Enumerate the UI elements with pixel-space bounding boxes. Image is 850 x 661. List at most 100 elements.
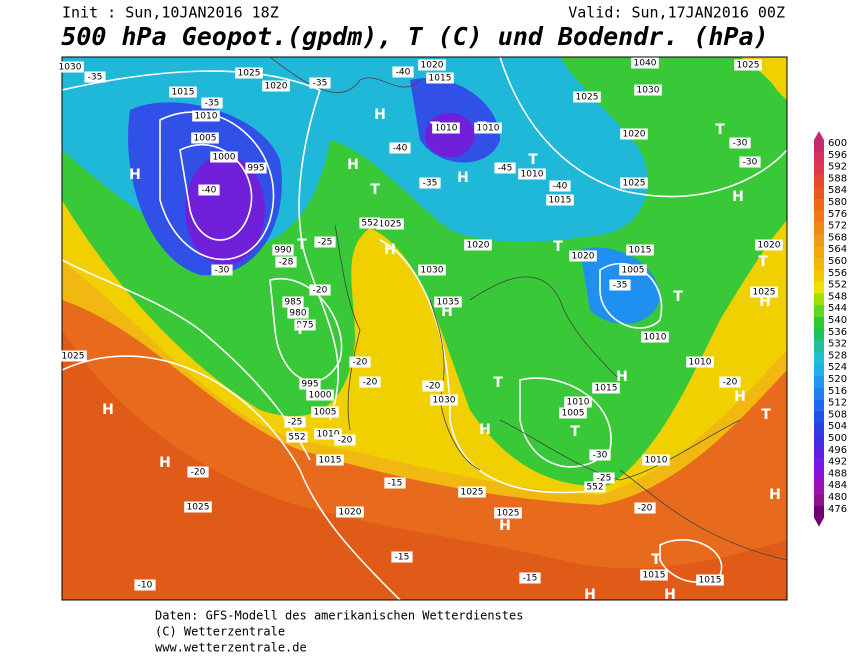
contour-label: 1020	[758, 241, 781, 251]
contour-label: 1025	[238, 69, 261, 79]
contour-label: 1040	[634, 59, 657, 69]
label-box	[620, 128, 648, 140]
label-box	[434, 296, 462, 308]
label-box	[314, 428, 342, 440]
contour-label: -15	[523, 574, 538, 584]
contour-label: 1025	[461, 488, 484, 498]
contour-label: 1025	[187, 503, 210, 513]
color-bar-cell	[814, 317, 824, 330]
label-box	[187, 466, 209, 478]
contour-label: 1010	[644, 333, 667, 343]
pressure-center: H	[584, 587, 596, 603]
pressure-center: T	[297, 237, 307, 253]
color-bar-label: 520	[828, 374, 847, 385]
footer-line: www.wetterzentrale.de	[155, 641, 307, 655]
label-box	[287, 307, 309, 319]
contour-label: -20	[191, 468, 206, 478]
contour-label: 995	[301, 380, 318, 390]
color-bar-cell	[814, 411, 824, 424]
color-bar-label: 560	[828, 256, 847, 267]
contour-label: 552	[288, 433, 305, 443]
pressure-center: T	[493, 375, 503, 391]
contour-label: -15	[388, 479, 403, 489]
label-box	[569, 250, 597, 262]
pressure-center: H	[384, 242, 396, 258]
color-bar-arrow	[814, 517, 824, 527]
label-box	[734, 59, 762, 71]
color-bar-label: 596	[828, 150, 847, 161]
pressure-center: T	[758, 254, 768, 270]
pressure-center: H	[664, 587, 676, 603]
label-box	[309, 284, 331, 296]
pressure-center: H	[616, 369, 628, 385]
contour-label: 1005	[194, 134, 217, 144]
color-bar-cell	[814, 151, 824, 164]
label-box	[589, 449, 611, 461]
contour-label: -30	[733, 139, 748, 149]
color-bar-label: 508	[828, 409, 847, 420]
contour-label: 1015	[429, 74, 452, 84]
label-box	[294, 319, 316, 331]
map-labels: 1030102510201015101010051000995990985980…	[56, 57, 783, 603]
contour-label: 1030	[59, 63, 82, 73]
color-bar-cell	[814, 423, 824, 436]
pressure-center: T	[370, 182, 380, 198]
pressure-center: T	[715, 122, 725, 138]
color-bar-label: 500	[828, 433, 847, 444]
label-box	[739, 156, 761, 168]
color-bar-label: 488	[828, 468, 847, 479]
pressure-center: H	[769, 487, 781, 503]
label-box	[686, 356, 714, 368]
label-box	[245, 162, 267, 174]
label-box	[359, 217, 381, 229]
pressure-center: T	[651, 552, 661, 568]
label-box	[134, 579, 156, 591]
label-box	[634, 502, 656, 514]
contour-label: 1015	[319, 456, 342, 466]
pressure-center: T	[528, 152, 538, 168]
contour-label: 1015	[549, 196, 572, 206]
pressure-center: H	[479, 422, 491, 438]
label-box	[192, 110, 220, 122]
contour-label: 995	[247, 164, 264, 174]
color-bar-cell	[814, 458, 824, 471]
pressure-center: H	[347, 157, 359, 173]
contour-label: 1025	[497, 509, 520, 519]
label-box	[518, 168, 546, 180]
contour-label: 1010	[645, 456, 668, 466]
contour-label: 1005	[622, 266, 645, 276]
label-box	[422, 380, 444, 392]
color-bar-label: 592	[828, 162, 847, 173]
label-box	[750, 286, 778, 298]
pressure-center: H	[457, 170, 469, 186]
label-box	[729, 137, 751, 149]
contour-label: -30	[215, 266, 230, 276]
color-bar-cell	[814, 482, 824, 495]
contour-label: -20	[363, 378, 378, 388]
contour-label: 990	[274, 246, 291, 256]
contour-label: 1025	[62, 352, 85, 362]
color-bar-label: 588	[828, 173, 847, 184]
label-box	[609, 279, 631, 291]
contour-label: 1025	[576, 93, 599, 103]
contour-label: -35	[88, 73, 103, 83]
label-box	[546, 194, 574, 206]
label-box	[426, 72, 454, 84]
contour-label: 1020	[265, 82, 288, 92]
label-box	[559, 407, 587, 419]
color-bar-label: 564	[828, 244, 847, 255]
label-box	[419, 177, 441, 189]
label-box	[458, 486, 486, 498]
label-box	[272, 244, 294, 256]
label-box	[210, 151, 238, 163]
color-bar: 6005965925885845805765725685645605565525…	[814, 131, 847, 527]
label-box	[432, 122, 460, 134]
label-box	[235, 67, 263, 79]
contour-label: -25	[318, 238, 333, 248]
contour-label: -35	[205, 99, 220, 109]
pressure-center: H	[129, 167, 141, 183]
label-box	[494, 162, 516, 174]
contour-label: 1020	[467, 241, 490, 251]
label-box	[359, 376, 381, 388]
label-box	[696, 574, 724, 586]
